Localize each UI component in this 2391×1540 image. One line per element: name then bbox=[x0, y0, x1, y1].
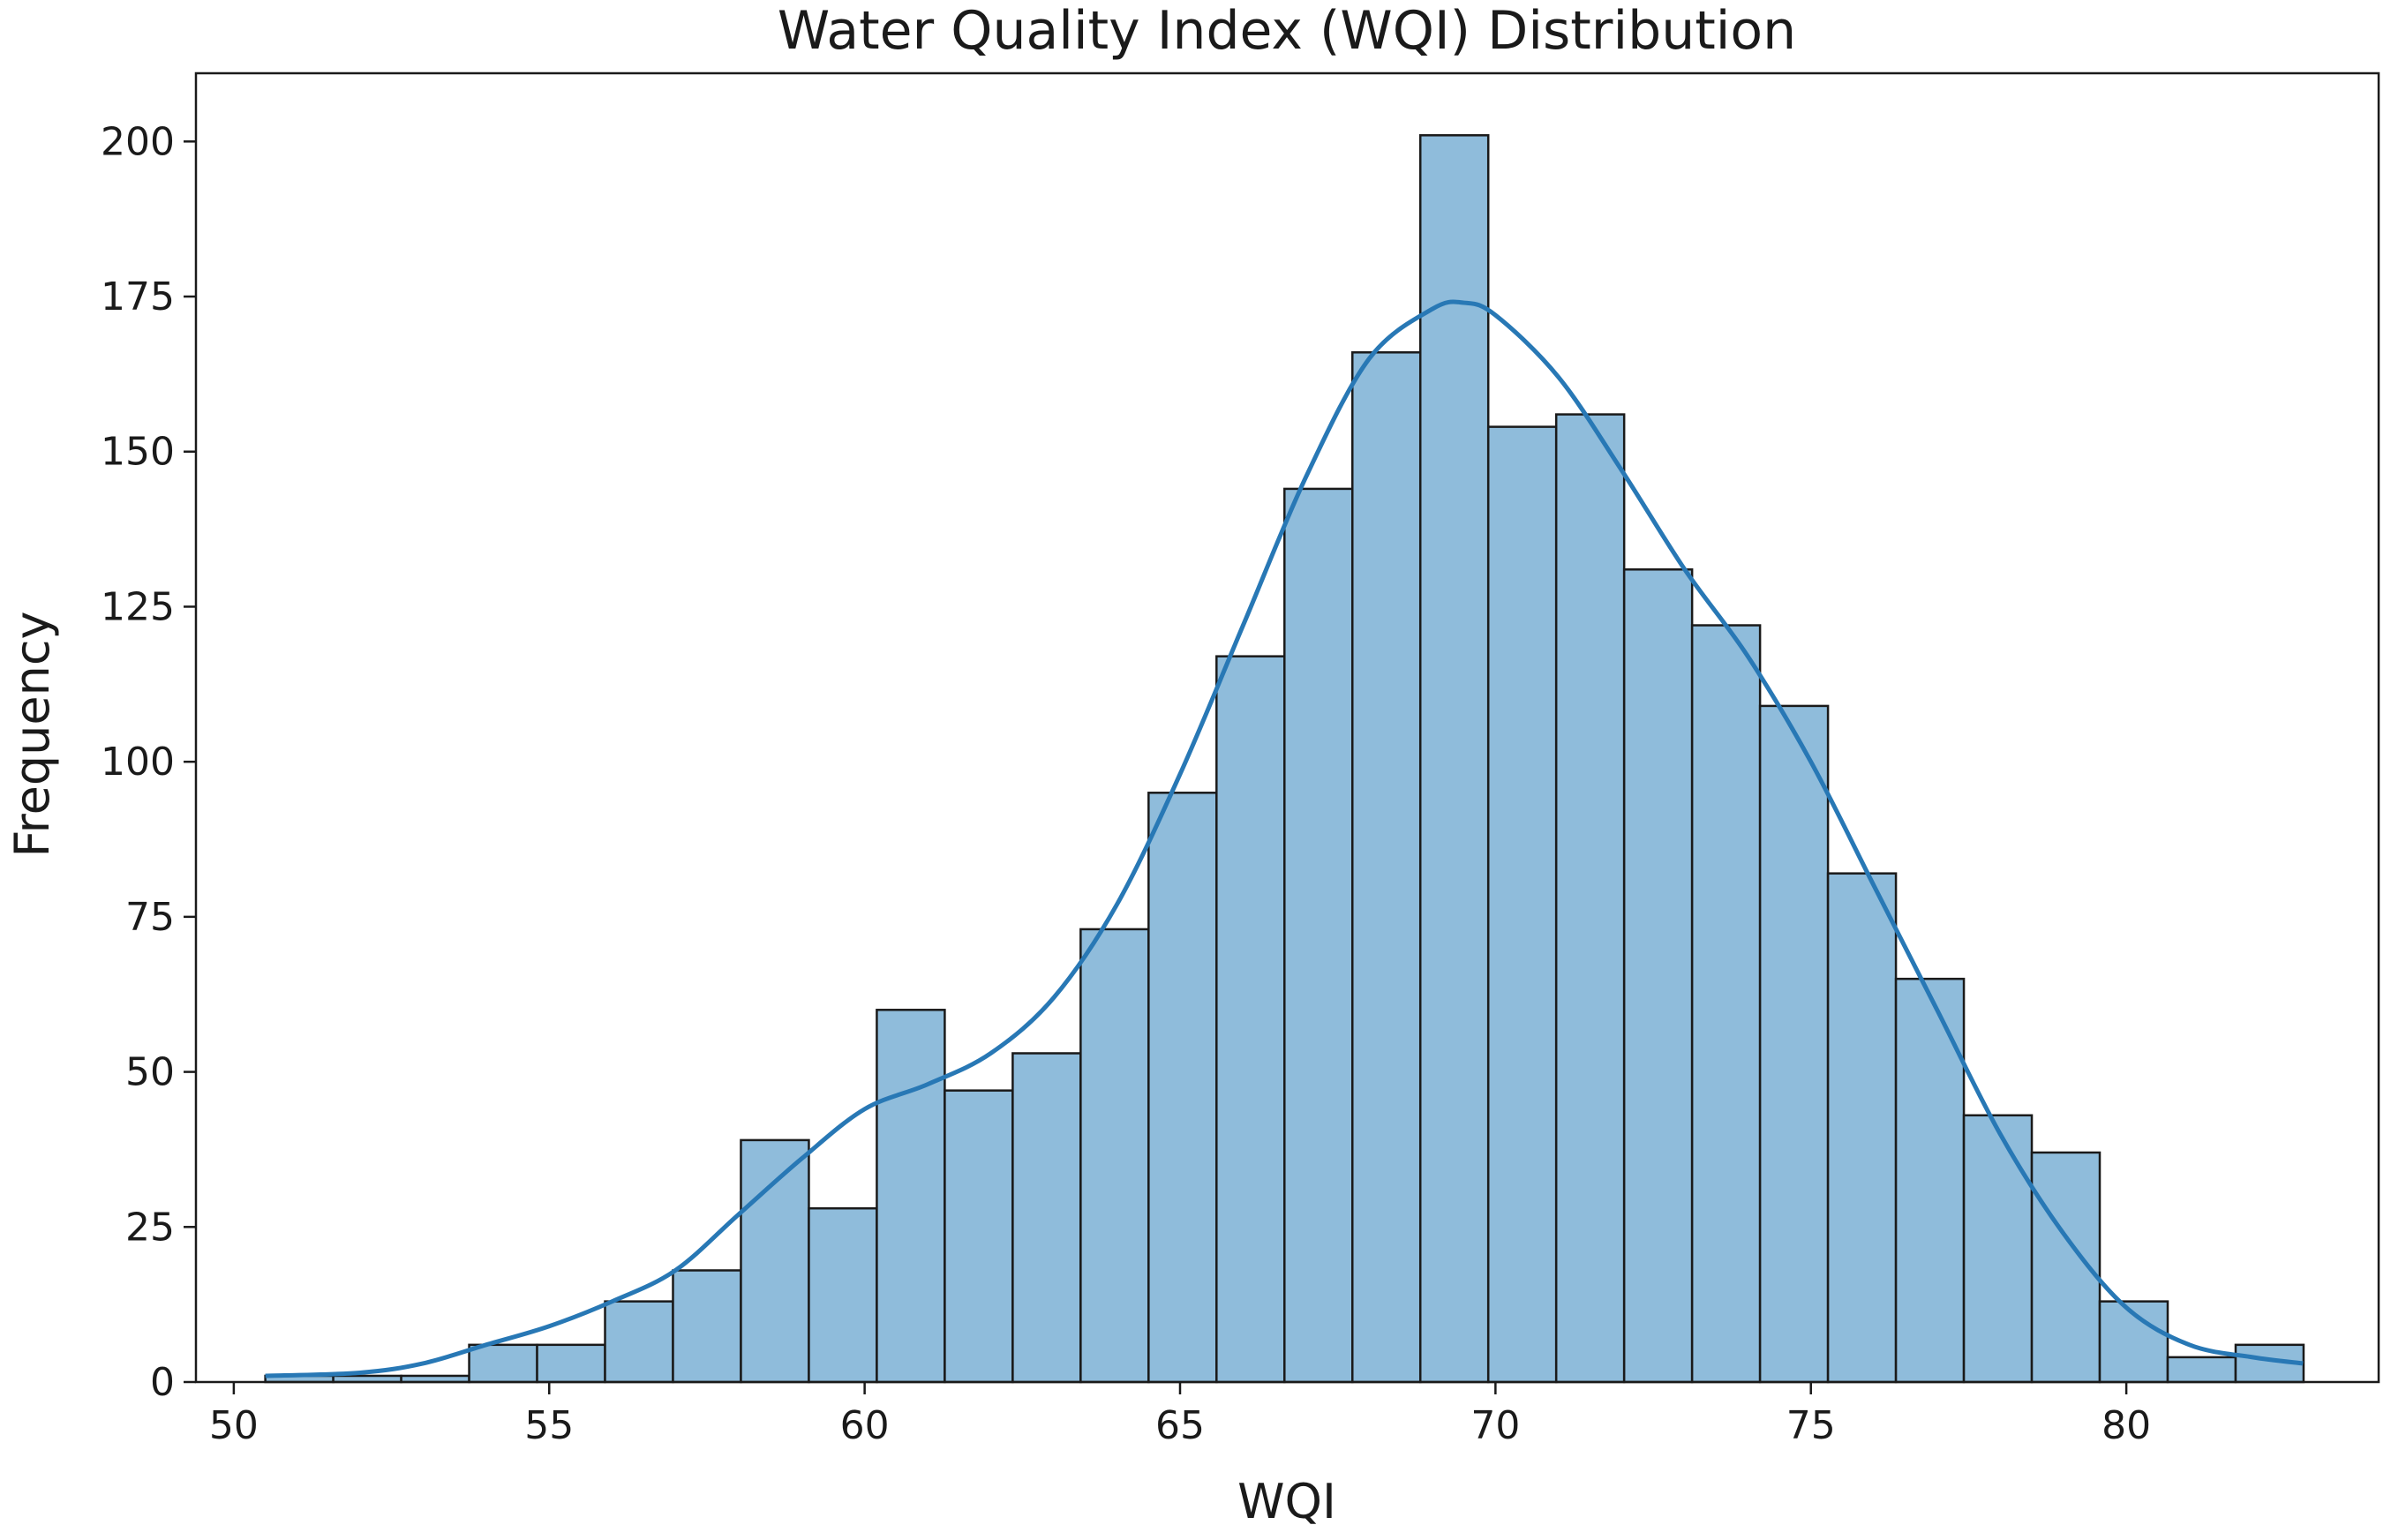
histogram-bar bbox=[1147, 792, 1218, 1384]
y-tick-label: 100 bbox=[101, 740, 175, 785]
x-axis: 50 55 60 65 70 75 80 bbox=[209, 1382, 2151, 1448]
histogram-bar bbox=[1826, 872, 1898, 1384]
x-axis-label: WQI bbox=[1237, 1474, 1336, 1529]
y-tick-label: 125 bbox=[101, 584, 175, 629]
histogram-bar bbox=[1418, 134, 1490, 1384]
histogram-bar bbox=[1554, 413, 1626, 1384]
x-tick-label: 50 bbox=[209, 1403, 259, 1448]
histogram-bar bbox=[944, 1089, 1014, 1384]
x-tick-label: 80 bbox=[2102, 1403, 2151, 1448]
histogram-bar bbox=[1215, 655, 1286, 1384]
histogram-bar bbox=[1486, 425, 1558, 1384]
y-tick-label: 175 bbox=[101, 274, 175, 319]
histogram-bar bbox=[1690, 624, 1762, 1384]
kde-line bbox=[265, 299, 2304, 1378]
histogram-bar bbox=[1758, 704, 1830, 1384]
y-axis-label: Frequency bbox=[4, 612, 60, 858]
x-tick-label: 70 bbox=[1470, 1403, 1520, 1448]
y-tick-label: 25 bbox=[125, 1205, 175, 1250]
y-tick-label: 75 bbox=[125, 895, 175, 940]
histogram-bar bbox=[1622, 568, 1694, 1384]
y-tick-label: 50 bbox=[125, 1050, 175, 1095]
x-tick-label: 55 bbox=[524, 1403, 574, 1448]
histogram-bar bbox=[1894, 977, 1966, 1384]
x-tick-label: 60 bbox=[840, 1403, 890, 1448]
histogram-bar bbox=[1011, 1052, 1082, 1384]
histogram-bar bbox=[876, 1009, 946, 1384]
histogram-bar bbox=[1351, 351, 1422, 1384]
y-tick-label: 0 bbox=[150, 1360, 175, 1405]
histogram-bar bbox=[468, 1343, 538, 1384]
histogram-bar bbox=[1079, 928, 1150, 1384]
y-tick-label: 150 bbox=[101, 430, 175, 475]
histogram-bar bbox=[1283, 487, 1354, 1384]
y-axis: 0 25 50 75 100 125 150 175 200 bbox=[101, 119, 196, 1405]
x-tick-label: 65 bbox=[1155, 1403, 1205, 1448]
x-tick-label: 75 bbox=[1786, 1403, 1836, 1448]
histogram-bar bbox=[740, 1138, 810, 1384]
histogram-bar bbox=[672, 1269, 742, 1384]
histogram-bar bbox=[604, 1300, 674, 1384]
kde-group bbox=[265, 299, 2304, 1378]
histogram-bar bbox=[1962, 1114, 2034, 1384]
histogram-bar bbox=[808, 1206, 878, 1384]
histogram-bar bbox=[536, 1343, 606, 1384]
y-tick-label: 200 bbox=[101, 119, 175, 164]
chart-title: Water Quality Index (WQI) Distribution bbox=[778, 0, 1796, 62]
bars-group bbox=[264, 134, 2305, 1384]
histogram-bar bbox=[2166, 1356, 2237, 1384]
plot-frame bbox=[194, 71, 2380, 1384]
